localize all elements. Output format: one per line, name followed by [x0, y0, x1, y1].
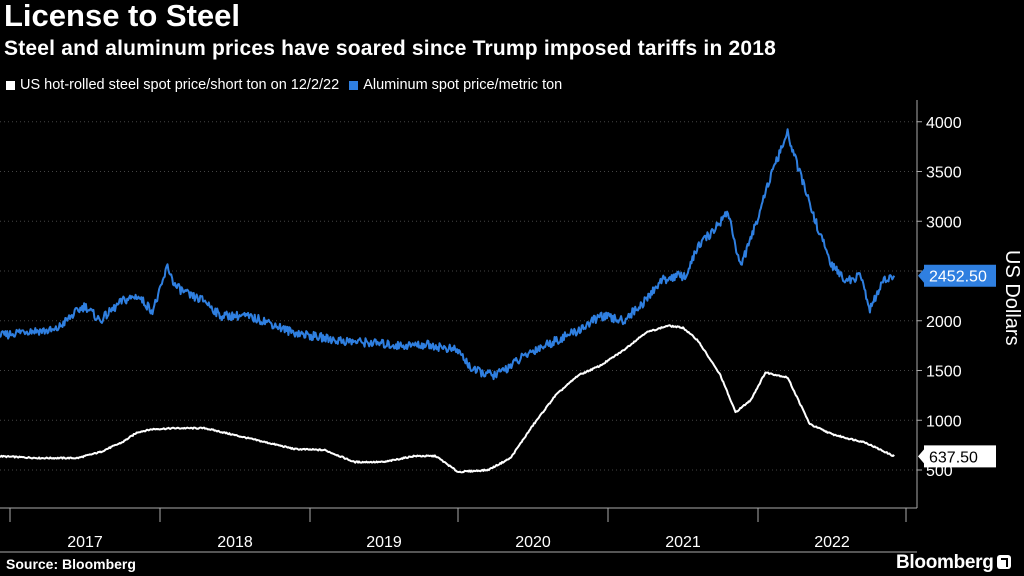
- x-tick-label-2018: 2018: [217, 534, 253, 551]
- y-tick-label-1000: 1000: [926, 413, 962, 430]
- y-axis-label: US Dollars: [1001, 250, 1023, 346]
- series-line-aluminum: [0, 128, 896, 381]
- y-tick-label-1500: 1500: [926, 364, 962, 381]
- source-note: Source: Bloomberg: [6, 556, 136, 572]
- bloomberg-logo-mark-icon: [996, 555, 1011, 569]
- legend-item-steel: US hot-rolled steel spot price/short ton…: [6, 77, 339, 93]
- y-tick-label-4000: 4000: [926, 115, 962, 132]
- steel-last-value-label: 637.50: [929, 449, 978, 466]
- x-tick-label-2020: 2020: [515, 534, 551, 551]
- y-tick-label-3500: 3500: [926, 165, 962, 182]
- chart-subtitle: Steel and aluminum prices have soared si…: [4, 37, 777, 60]
- x-tick-label-2022: 2022: [814, 534, 850, 551]
- bloomberg-logo-text: Bloomberg: [896, 552, 994, 573]
- legend-item-aluminum: Aluminum spot price/metric ton: [349, 77, 562, 93]
- aluminum-last-value-box: [918, 264, 996, 287]
- aluminum-last-value-label: 2452.50: [929, 269, 987, 286]
- x-tick-label-2019: 2019: [366, 534, 402, 551]
- steel-last-value-box: [918, 445, 996, 468]
- series-line-steel: [0, 324, 895, 474]
- legend-label-aluminum: Aluminum spot price/metric ton: [363, 77, 563, 93]
- x-tick-label-2021: 2021: [665, 534, 701, 551]
- y-tick-label-3000: 3000: [926, 214, 962, 231]
- legend: US hot-rolled steel spot price/short ton…: [6, 77, 572, 93]
- legend-swatch-steel: [6, 80, 15, 90]
- legend-label-steel: US hot-rolled steel spot price/short ton…: [20, 77, 340, 93]
- bloomberg-logo: Bloomberg: [896, 552, 1011, 574]
- x-tick-label-2017: 2017: [67, 534, 103, 551]
- y-tick-label-2000: 2000: [926, 314, 962, 331]
- chart-title: License to Steel: [4, 0, 241, 33]
- legend-swatch-aluminum: [349, 80, 359, 90]
